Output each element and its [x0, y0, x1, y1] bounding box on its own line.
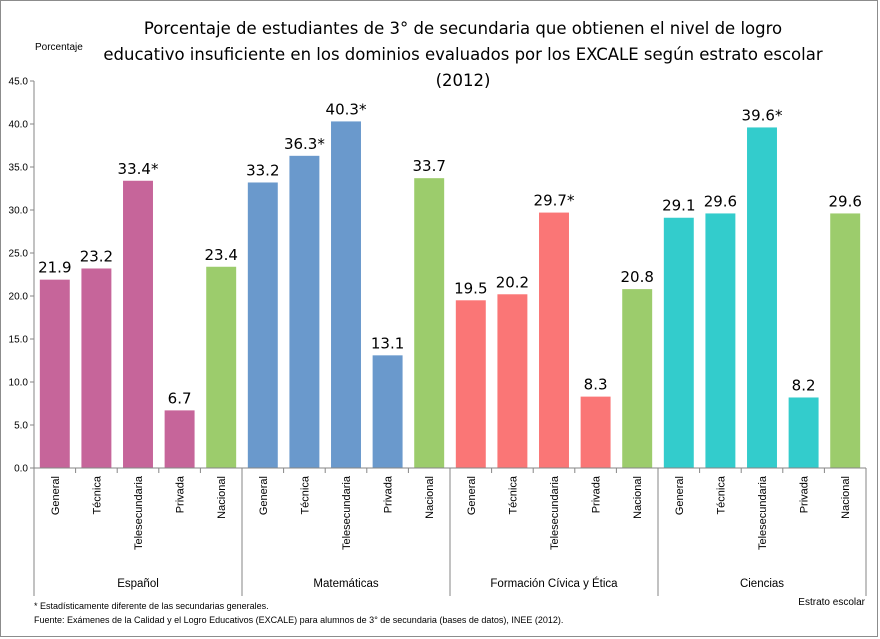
title-line-1: Porcentaje de estudiantes de 3° de secun… [144, 19, 782, 38]
bars: 21.9 23.2 33.4* 6.7 23.4 33.2 36.3*40.3* 13.1 33… [38, 100, 862, 469]
y-tick-label: 5.0 [14, 421, 28, 432]
y-tick-label: 25.0 [9, 249, 29, 260]
data-label: 23.4 [204, 246, 237, 264]
bar [247, 182, 278, 469]
x-tick-label: General [466, 476, 478, 515]
data-label: 6.7 [168, 389, 192, 407]
x-tick-label: Nacional [424, 476, 436, 519]
x-tick-label: Privada [799, 475, 811, 513]
asterisk-note: * Estadísticamente diferente de las secu… [34, 601, 269, 611]
y-tick-label: 35.0 [9, 163, 29, 174]
data-label: 29.7* [534, 192, 575, 210]
x-tick-label: Telesecundaria [341, 475, 353, 550]
bar [705, 213, 736, 468]
data-label: 39.6* [742, 106, 783, 124]
data-label: 33.4* [118, 160, 159, 178]
data-label: 20.2 [496, 273, 529, 291]
x-tick-label: Privada [591, 475, 603, 513]
x-tick-label: Privada [383, 475, 395, 513]
y-axis-label: Porcentaje [35, 42, 83, 53]
x-tick-label: General [674, 476, 686, 515]
data-label: 33.2 [246, 161, 279, 179]
x-tick-label: Nacional [216, 476, 228, 519]
data-label: 8.3 [584, 376, 608, 394]
group-label: Matemáticas [313, 578, 378, 590]
y-tick-label: 40.0 [9, 120, 29, 131]
data-label: 20.8 [620, 268, 653, 286]
bar [164, 410, 195, 468]
bar [830, 213, 861, 468]
source-note: Fuente: Exámenes de la Calidad y el Logr… [34, 615, 563, 625]
bar [663, 217, 694, 468]
data-label: 36.3* [284, 135, 325, 153]
bar [372, 355, 403, 468]
y-tick-label: 30.0 [9, 206, 29, 217]
x-tick-label: Privada [175, 475, 187, 513]
x-tick-label: Técnica [507, 475, 519, 514]
y-tick-label: 15.0 [9, 335, 29, 346]
y-tick-label: 10.0 [9, 378, 29, 389]
bar [331, 121, 361, 469]
bar [123, 180, 153, 468]
y-tick-label: 0.0 [14, 464, 28, 475]
y-tick-label: 20.0 [9, 292, 29, 303]
data-label: 19.5 [454, 279, 487, 297]
data-label: 29.6 [704, 192, 737, 210]
x-tick-label: Nacional [840, 476, 852, 519]
y-axis: 0.0 5.0 10.0 15.0 20.0 25.0 30.0 35.0 40.0 45.0 [9, 77, 35, 475]
bar [580, 396, 611, 468]
x-tick-label: Técnica [91, 475, 103, 514]
data-label: 13.1 [371, 334, 404, 352]
bar [788, 397, 819, 468]
x-axis: General Técnica Telesecundaria Privada Nacio… [33, 467, 867, 596]
data-label: 29.6 [828, 192, 861, 210]
title-line-3: (2012) [436, 71, 491, 90]
group-label: Formación Cívica y Ética [490, 577, 618, 590]
y-tick-label: 45.0 [9, 77, 29, 88]
group-label: Español [117, 578, 159, 590]
x-tick-label: Telesecundaria [133, 475, 145, 550]
x-tick-label: General [50, 476, 62, 515]
bar [414, 178, 445, 468]
data-label: 23.2 [80, 247, 113, 265]
x-tick-label: Telesecundaria [757, 475, 769, 550]
bar [455, 300, 486, 468]
bar [289, 155, 320, 468]
data-label: 29.1 [662, 197, 695, 215]
bar [206, 266, 237, 468]
bar [81, 268, 112, 468]
title-line-2: educativo insuficiente en los dominios e… [103, 45, 822, 64]
bar [39, 279, 70, 468]
x-tick-label: Técnica [715, 475, 727, 514]
group-label: Ciencias [740, 578, 784, 590]
data-label: 21.9 [38, 259, 71, 277]
x-tick-label: Técnica [299, 475, 311, 514]
bar [747, 127, 777, 468]
chart-title: Porcentaje de estudiantes de 3° de secun… [103, 19, 822, 90]
bar [497, 294, 528, 468]
data-label: 33.7 [412, 157, 445, 175]
data-label: 40.3* [326, 100, 367, 118]
x-tick-label: Nacional [632, 476, 644, 519]
x-tick-label: Telesecundaria [549, 475, 561, 550]
bar [622, 289, 653, 468]
data-label: 8.2 [792, 376, 816, 394]
x-axis-label: Estrato escolar [798, 597, 865, 608]
x-tick-label: General [258, 476, 270, 515]
bar [539, 212, 569, 468]
